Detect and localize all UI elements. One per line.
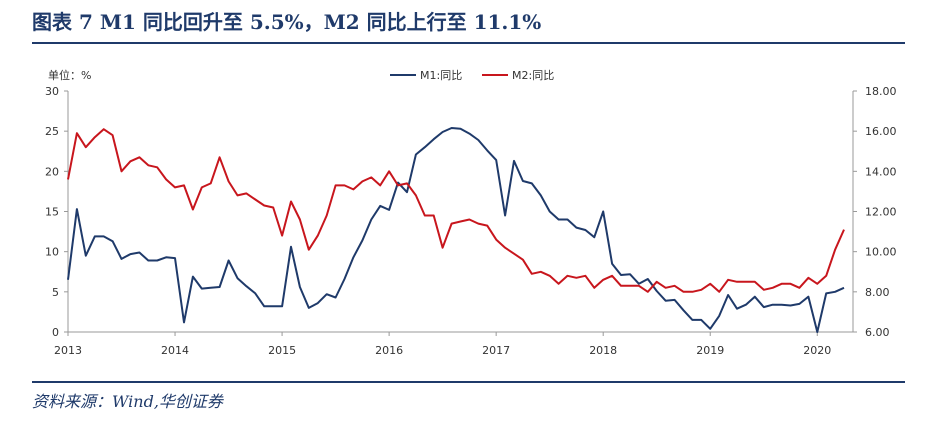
legend-label-m2: M2:同比	[512, 69, 554, 82]
right-axis-tick-label: 10.00	[865, 246, 897, 259]
top-rule	[32, 42, 905, 44]
x-axis-tick-label: 2013	[54, 344, 82, 357]
legend-label-m1: M1:同比	[420, 69, 462, 82]
series-line-m2	[67, 128, 845, 293]
left-axis-tick-label: 10	[45, 246, 59, 259]
x-axis-tick-label: 2015	[268, 344, 296, 357]
x-axis-tick-label: 2016	[375, 344, 403, 357]
figure-title: 图表 7 M1 同比回升至 5.5%，M2 同比上行至 11.1%	[32, 10, 542, 34]
left-axis-tick-label: 20	[45, 165, 59, 178]
right-axis-tick-label: 8.00	[865, 286, 890, 299]
left-axis-tick-label: 15	[45, 206, 59, 219]
x-axis-tick-label: 2019	[696, 344, 724, 357]
right-axis-tick-label: 6.00	[865, 326, 890, 339]
right-axis-tick-label: 12.00	[865, 206, 897, 219]
x-axis-tick-label: 2018	[589, 344, 617, 357]
series-line-m1	[67, 127, 845, 333]
source-note: 资料来源：Wind,华创证券	[32, 392, 223, 411]
unit-label: 单位：%	[48, 68, 91, 82]
axes: 0 5 10 15 20 25 30 6.00 8.00 10.00 12.00 14.00 16.00…	[45, 85, 897, 357]
bottom-rule	[32, 381, 905, 383]
series-lines	[67, 127, 845, 333]
right-axis-tick-label: 14.00	[865, 165, 897, 178]
x-axis-tick-label: 2017	[482, 344, 510, 357]
right-axis-tick-label: 16.00	[865, 125, 897, 138]
left-axis-tick-label: 5	[52, 286, 59, 299]
x-axis-tick-label: 2020	[803, 344, 831, 357]
right-axis-tick-label: 18.00	[865, 85, 897, 98]
left-axis-tick-label: 0	[52, 326, 59, 339]
left-axis-tick-label: 30	[45, 85, 59, 98]
left-axis-tick-label: 25	[45, 125, 59, 138]
legend: M1:同比 M2:同比	[390, 69, 554, 82]
x-axis-tick-label: 2014	[161, 344, 189, 357]
